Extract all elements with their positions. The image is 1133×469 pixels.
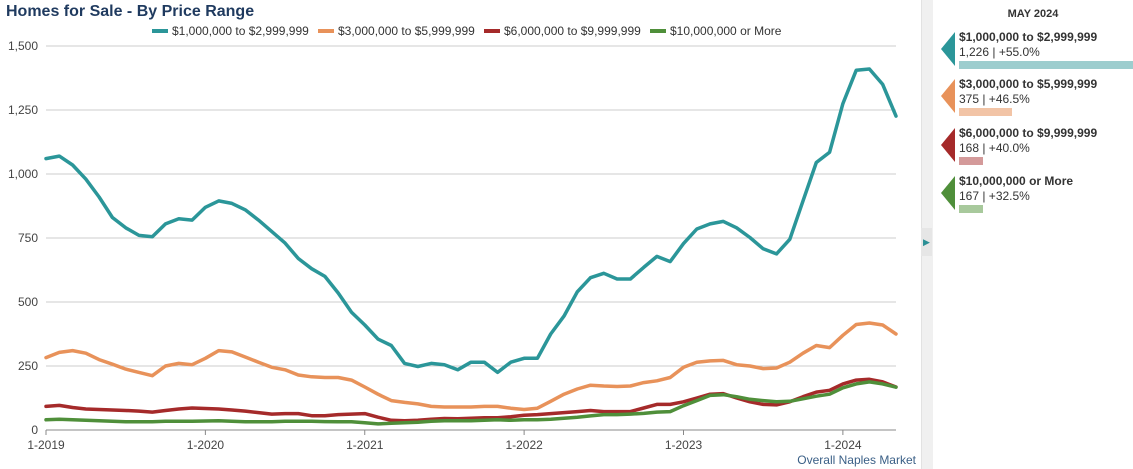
y-tick-label: 1,500 [8, 39, 38, 53]
pointer-arrow-icon [941, 79, 955, 113]
legend-item[interactable]: $3,000,000 to $5,999,999 [318, 24, 475, 38]
legend-label: $1,000,000 to $2,999,999 [172, 24, 309, 38]
gridlines [46, 45, 896, 431]
legend-label: $10,000,000 or More [670, 24, 782, 38]
panel-item[interactable]: $1,000,000 to $2,999,999 1,226 | +55.0% [933, 30, 1133, 74]
legend-item[interactable]: $10,000,000 or More [650, 24, 782, 38]
panel-item-value: 375 | +46.5% [959, 92, 1030, 106]
pointer-arrow-icon [941, 128, 955, 162]
series-line[interactable] [44, 377, 898, 423]
market-footer[interactable]: Overall Naples Market [797, 453, 916, 467]
panel-item-name: $3,000,000 to $5,999,999 [959, 77, 1098, 91]
y-tick-label: 0 [31, 423, 38, 437]
pointer-arrow-icon [941, 32, 955, 66]
x-tick-label: 1-2022 [505, 438, 543, 452]
legend-label: $6,000,000 to $9,999,999 [504, 24, 641, 38]
collapse-panel-icon[interactable]: ▶ [921, 228, 932, 256]
x-tick-label: 1-2023 [665, 438, 703, 452]
legend: $1,000,000 to $2,999,999 $3,000,000 to $5… [152, 24, 782, 38]
legend-item[interactable]: $6,000,000 to $9,999,999 [484, 24, 641, 38]
panel-item[interactable]: $10,000,000 or More 167 | +32.5% [933, 174, 1133, 218]
legend-item[interactable]: $1,000,000 to $2,999,999 [152, 24, 309, 38]
summary-panel: MAY 2024 $1,000,000 to $2,999,999 1,226 |… [933, 0, 1133, 469]
panel-item-bar [959, 108, 1012, 116]
x-tick-label: 1-2019 [27, 438, 65, 452]
panel-item-bar [959, 61, 1133, 69]
y-tick-label: 1,250 [8, 103, 38, 117]
y-axis: 0 250 500 750 1,000 1,250 1,500 [8, 39, 38, 437]
panel-item-value: 1,226 | +55.0% [959, 45, 1040, 59]
legend-label: $3,000,000 to $5,999,999 [338, 24, 475, 38]
panel-item-bar [959, 157, 983, 165]
x-tick-label: 1-2024 [824, 438, 862, 452]
series-line[interactable] [44, 321, 898, 412]
panel-item-name: $6,000,000 to $9,999,999 [959, 126, 1098, 140]
series-line[interactable] [44, 67, 898, 375]
series-lines [44, 67, 898, 426]
panel-item-name: $10,000,000 or More [959, 174, 1074, 188]
pointer-arrow-icon [941, 176, 955, 210]
chart-title: Homes for Sale - By Price Range [6, 3, 254, 20]
y-tick-label: 750 [18, 231, 38, 245]
line-chart: Homes for Sale - By Price Range $1,000,0… [6, 3, 917, 467]
y-tick-label: 250 [18, 359, 38, 373]
x-tick-label: 1-2021 [346, 438, 384, 452]
panel-title: MAY 2024 [1007, 8, 1059, 20]
y-tick-label: 1,000 [8, 167, 38, 181]
panel-item-name: $1,000,000 to $2,999,999 [959, 30, 1098, 44]
panel-item[interactable]: $6,000,000 to $9,999,999 168 | +40.0% [933, 126, 1133, 170]
panel-item-bar [959, 205, 983, 213]
x-tick-label: 1-2020 [187, 438, 225, 452]
y-tick-label: 500 [18, 295, 38, 309]
panel-item-value: 167 | +32.5% [959, 189, 1030, 203]
panel-item-value: 168 | +40.0% [959, 141, 1030, 155]
panel-item[interactable]: $3,000,000 to $5,999,999 375 | +46.5% [933, 77, 1133, 121]
series-line[interactable] [44, 380, 898, 426]
x-axis: 1-2019 1-2020 1-2021 1-2022 1-2023 1-2024 [27, 430, 862, 452]
